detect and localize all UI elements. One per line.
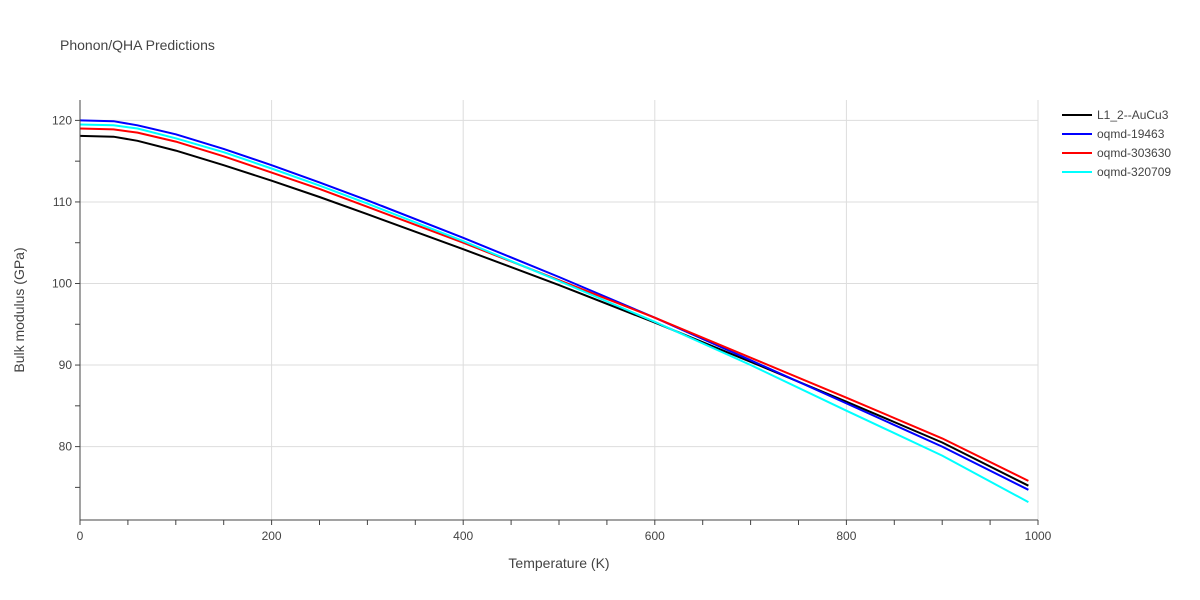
y-tick-label: 110 — [53, 195, 72, 209]
x-tick-label: 600 — [645, 529, 665, 543]
y-tick-label: 90 — [59, 358, 73, 372]
y-tick-label: 120 — [52, 113, 72, 127]
series-line-3 — [79, 123, 1029, 503]
x-tick-label: 200 — [262, 529, 282, 543]
legend-label: oqmd-303630 — [1097, 146, 1171, 160]
grid — [79, 100, 1039, 520]
y-tick-labels: 80 90 100 110 120 — [52, 113, 72, 453]
legend-label: L1_2--AuCu3 — [1097, 108, 1169, 122]
x-tick-label: 1000 — [1025, 529, 1052, 543]
legend: L1_2--AuCu3 oqmd-19463 oqmd-303630 oqmd-320… — [1062, 108, 1171, 179]
series-lines — [79, 119, 1029, 503]
y-axis-title: Bulk modulus (GPa) — [11, 247, 27, 372]
legend-label: oqmd-320709 — [1097, 165, 1171, 179]
x-tick-label: 800 — [836, 529, 856, 543]
axes — [75, 100, 1039, 525]
x-tick-label: 0 — [77, 529, 84, 543]
series-line-1 — [79, 119, 1029, 491]
series-line-0 — [79, 134, 1029, 487]
legend-label: oqmd-19463 — [1097, 127, 1165, 141]
chart-title: Phonon/QHA Predictions — [60, 37, 215, 53]
x-tick-label: 400 — [453, 529, 473, 543]
y-tick-label: 100 — [52, 276, 72, 290]
series-line-2 — [79, 127, 1029, 482]
x-tick-labels: 0 200 400 600 800 1000 — [77, 529, 1052, 543]
x-axis-title: Temperature (K) — [508, 555, 609, 571]
y-tick-label: 80 — [59, 440, 73, 454]
